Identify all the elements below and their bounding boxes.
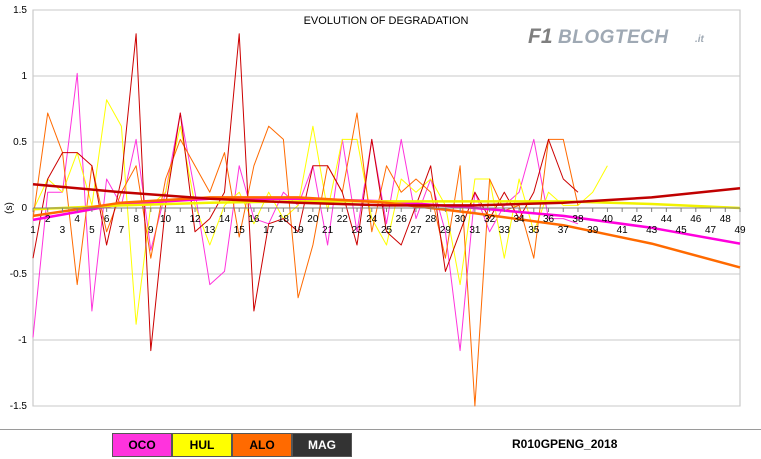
y-tick-label: -0.5 [10, 269, 28, 280]
x-tick-label: 19 [293, 225, 305, 236]
x-tick-label: 16 [248, 214, 260, 225]
x-tick-label: 43 [646, 225, 658, 236]
x-tick-label: 29 [440, 225, 452, 236]
x-tick-label: 10 [160, 214, 172, 225]
x-tick-label: 46 [690, 214, 702, 225]
y-tick-label: 1.5 [13, 5, 27, 16]
y-tick-label: -1 [18, 335, 27, 346]
x-tick-label: 2 [45, 214, 51, 225]
logo-brand: F1 [528, 25, 553, 48]
x-tick-label: 47 [705, 225, 717, 236]
y-tick-label: 1 [21, 71, 27, 82]
x-tick-label: 3 [60, 225, 66, 236]
x-tick-label: 41 [617, 225, 629, 236]
x-tick-label: 40 [602, 214, 614, 225]
x-tick-label: 39 [587, 225, 599, 236]
blog-logo: F1 BLOGTECH .it [528, 25, 705, 48]
legend-oco: OCO [112, 433, 172, 457]
chart-title: EVOLUTION OF DEGRADATION [304, 15, 469, 27]
x-tick-label: 23 [351, 225, 363, 236]
x-tick-label: 7 [119, 225, 125, 236]
y-tick-label: -1.5 [10, 401, 28, 412]
series-line-alo-trend [32, 196, 741, 269]
series-layer [32, 33, 741, 407]
x-tick-label: 18 [278, 214, 290, 225]
x-tick-label: 22 [337, 214, 349, 225]
x-tick-label: 15 [234, 225, 246, 236]
x-tick-label: 14 [219, 214, 231, 225]
x-tick-label: 5 [89, 225, 95, 236]
x-tick-label: 49 [734, 225, 746, 236]
y-tick-label: 0 [21, 203, 27, 214]
x-tick-label: 20 [307, 214, 319, 225]
x-tick-label: 45 [676, 225, 688, 236]
x-tick-label: 34 [514, 214, 526, 225]
x-tick-label: 13 [204, 225, 216, 236]
y-axis: -1.5 -1 -0.5 0 0.5 1 1.5 [10, 5, 28, 412]
x-tick-label: 9 [148, 225, 154, 236]
x-tick-label: 25 [381, 225, 393, 236]
degradation-chart: -1.5-1-0.500.511.5 123456789101112131415… [0, 0, 761, 429]
x-tick-label: 42 [631, 214, 643, 225]
y-axis-label: (s) [4, 202, 15, 214]
y-tick-label: 0.5 [13, 137, 27, 148]
series-line-oco [32, 72, 579, 352]
x-tick-label: 28 [425, 214, 437, 225]
x-tick-label: 8 [133, 214, 139, 225]
x-tick-label: 37 [558, 225, 570, 236]
legend-mag: MAG [292, 433, 352, 457]
series-line-hul-trend [32, 200, 741, 211]
chart-background [0, 0, 761, 429]
x-axis: 1234567891011121314151617181920212223242… [30, 207, 746, 236]
x-tick-label: 21 [322, 225, 334, 236]
session-caption: R010GPENG_2018 [512, 437, 618, 451]
x-tick-label: 6 [104, 214, 110, 225]
x-tick-label: 26 [396, 214, 408, 225]
x-tick-label: 31 [469, 225, 481, 236]
x-tick-label: 44 [661, 214, 673, 225]
x-tick-label: 33 [499, 225, 511, 236]
x-tick-label: 30 [455, 214, 467, 225]
x-tick-label: 11 [175, 225, 186, 236]
footer-bar: OCO HUL ALO MAG R010GPENG_2018 [0, 429, 761, 459]
x-tick-label: 1 [30, 225, 36, 236]
x-tick-label: 12 [189, 214, 201, 225]
x-tick-label: 4 [74, 214, 80, 225]
x-tick-label: 32 [484, 214, 496, 225]
series-line-alo [32, 112, 579, 407]
x-tick-label: 38 [572, 214, 584, 225]
logo-name: BLOGTECH [558, 27, 669, 48]
x-tick-label: 17 [263, 225, 275, 236]
x-tick-label: 48 [720, 214, 732, 225]
x-tick-label: 24 [366, 214, 378, 225]
x-tick-label: 27 [410, 225, 422, 236]
logo-suffix: .it [695, 34, 705, 45]
series-line-mag-trend [32, 182, 741, 207]
x-tick-label: 36 [543, 214, 555, 225]
x-tick-label: 35 [528, 225, 540, 236]
legend-alo: ALO [232, 433, 292, 457]
legend-hul: HUL [172, 433, 232, 457]
